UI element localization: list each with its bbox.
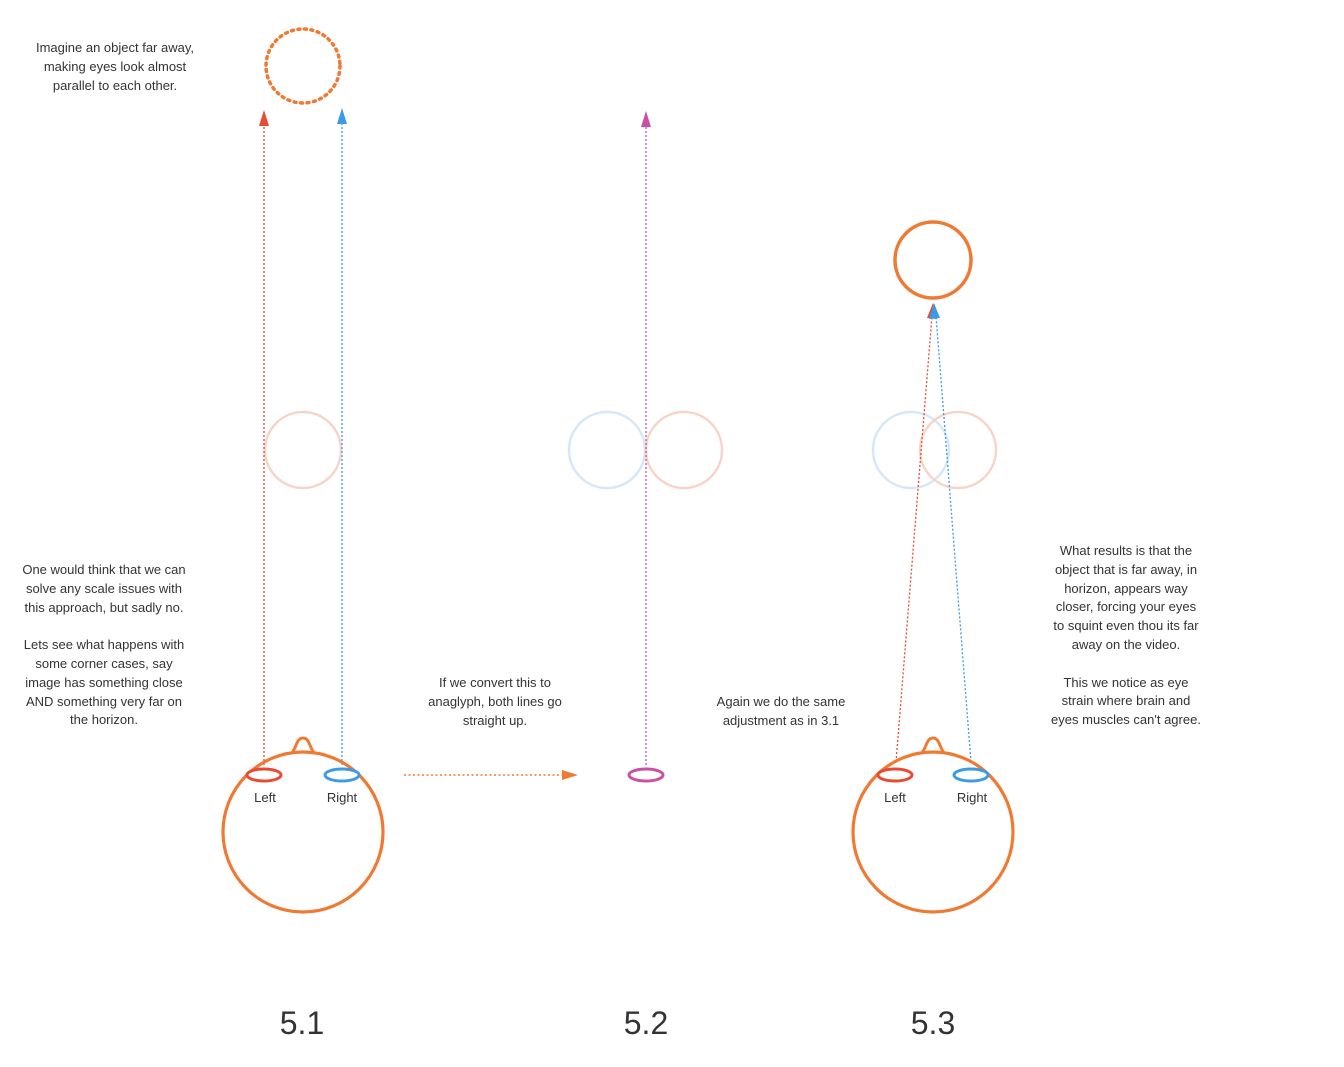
near-object-circle-5-3 <box>893 220 973 300</box>
note-adjustment: Again we do the same adjustment as in 3.… <box>716 694 846 728</box>
ghost-red-circle-5-3 <box>918 410 998 490</box>
merged-arrowhead-5-2 <box>641 111 651 127</box>
left-eye-5-1 <box>245 767 283 783</box>
figure-label-5-3: 5.3 <box>910 1005 956 1041</box>
head-5-3 <box>851 750 1015 914</box>
ghost-red-circle-5-2 <box>644 410 724 490</box>
right-eye-label-5-1: Right <box>326 790 358 805</box>
nose-5-3 <box>921 736 945 754</box>
ghost-blue-circle-5-3 <box>871 410 951 490</box>
ghost-circle-5-1 <box>263 410 343 490</box>
left-eye-5-3 <box>876 767 914 783</box>
right-sight-line-5-3 <box>935 315 972 763</box>
note-anaglyph: If we convert this to anaglyph, both lin… <box>428 675 562 728</box>
far-object-dotted-circle <box>264 27 342 105</box>
nose-5-1 <box>291 736 315 754</box>
left-eye-label-5-3: Left <box>884 790 906 805</box>
note-result: What results is that the object that is … <box>1051 543 1201 728</box>
left-eye-label-5-1: Left <box>254 790 276 805</box>
transition-arrowhead <box>562 770 578 780</box>
right-eye-5-1 <box>323 767 361 783</box>
ghost-blue-circle-5-2 <box>567 410 647 490</box>
figure-label-5-2: 5.2 <box>623 1005 669 1041</box>
right-eye-label-5-3: Right <box>956 790 988 805</box>
note-scale-issue: One would think that we can solve any sc… <box>22 562 186 728</box>
head-5-1 <box>221 750 385 914</box>
note-far-object: Imagine an object far away, making eyes … <box>35 40 194 93</box>
merged-eye-5-2 <box>627 767 665 783</box>
right-arrowhead-5-1 <box>337 108 347 124</box>
right-eye-5-3 <box>952 767 990 783</box>
figure-label-5-1: 5.1 <box>279 1005 325 1041</box>
left-sight-line-5-3 <box>895 315 933 763</box>
right-arrowhead-5-3 <box>929 303 940 319</box>
left-arrowhead-5-1 <box>259 110 269 126</box>
